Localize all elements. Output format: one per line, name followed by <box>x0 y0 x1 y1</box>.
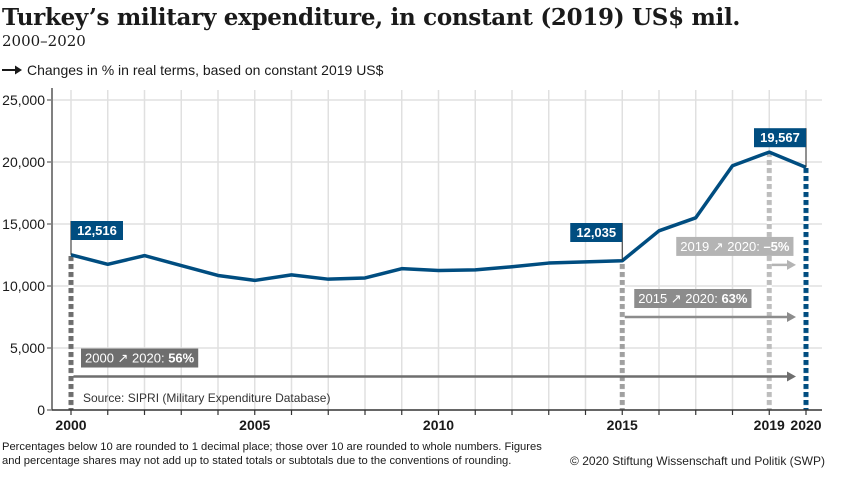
copyright: © 2020 Stiftung Wissenschaft und Politik… <box>570 454 825 468</box>
y-tick-label: 0 <box>37 402 45 418</box>
x-tick-label: 2000 <box>55 417 86 433</box>
chart-title: Turkey’s military expenditure, in consta… <box>2 4 741 31</box>
change-label: 2000 ↗ 2020: 56% <box>81 348 199 368</box>
x-tick-label: 2015 <box>607 417 638 433</box>
data-label-bg <box>71 221 123 240</box>
change-arrow-head <box>787 312 796 322</box>
line-chart: 0 5,000 10,000 15,000 20,000 25,000 2000 2005 20… <box>2 88 822 433</box>
x-tick-label: 2020 <box>790 417 821 433</box>
change-label-bg <box>81 348 199 368</box>
change-label-value: 63% <box>721 291 747 306</box>
change-label-bg <box>676 236 794 256</box>
data-label-2020: 19,567 <box>754 128 807 168</box>
data-label-bg <box>570 223 623 242</box>
hatch-markers <box>68 152 809 410</box>
y-tick-label: 20,000 <box>2 154 45 170</box>
hatch-marker-2000 <box>68 254 74 410</box>
data-label-text: 12,516 <box>77 223 117 238</box>
change-label-text: 2015 ↗ 2020: 63% <box>638 291 748 306</box>
data-label-2000: 12,516 <box>70 221 123 255</box>
y-tick-label: 10,000 <box>2 278 45 294</box>
legend-text: Changes in % in real terms, based on con… <box>27 62 384 78</box>
change-label-period: 2000 ↗ 2020: <box>85 351 168 366</box>
change-label-text: 2000 ↗ 2020: 56% <box>85 351 195 366</box>
y-tick-label: 25,000 <box>2 92 45 108</box>
change-label-text: 2019 ↗ 2020: –5% <box>680 239 790 254</box>
data-label-text: 19,567 <box>760 130 800 145</box>
y-tick-label: 5,000 <box>10 340 45 356</box>
change-label: 2015 ↗ 2020: 63% <box>634 289 752 308</box>
hatch-marker-2019 <box>766 152 772 410</box>
change-label-value: 56% <box>168 351 194 366</box>
arrow-right-icon <box>2 65 22 75</box>
change-arrow-head <box>787 371 796 382</box>
change-label-period: 2015 ↗ 2020: <box>638 291 721 306</box>
change-label-bg <box>634 289 752 308</box>
change-label-period: 2019 ↗ 2020: <box>680 239 763 254</box>
chart-subtitle: 2000–2020 <box>2 32 86 50</box>
footnote: Percentages below 10 are rounded to 1 de… <box>2 441 542 467</box>
x-tick-label: 2005 <box>239 417 270 433</box>
data-labels: 12,516 12,035 19,567 <box>70 128 807 261</box>
hatch-marker-2020 <box>803 167 809 410</box>
data-label-bg <box>754 128 806 148</box>
x-tick-label: 2019 <box>754 417 785 433</box>
legend: Changes in % in real terms, based on con… <box>2 62 383 78</box>
change-label: 2019 ↗ 2020: –5% <box>676 236 794 256</box>
source-note: Source: SIPRI (Military Expenditure Data… <box>83 391 330 405</box>
data-label-text: 12,035 <box>576 225 616 240</box>
change-annotations: 2000 ↗ 2020: 56% 2015 ↗ 2020: 63% 2019 ↗ 2… <box>73 236 796 382</box>
axes: 0 5,000 10,000 15,000 20,000 25,000 2000 2005 20… <box>2 88 822 433</box>
x-tick-label: 2010 <box>423 417 454 433</box>
data-label-2015: 12,035 <box>570 223 623 261</box>
change-label-value: –5% <box>763 239 789 254</box>
hatch-marker-2015 <box>619 260 625 410</box>
y-tick-label: 15,000 <box>2 216 45 232</box>
series <box>70 150 807 283</box>
change-arrow-head <box>787 259 796 270</box>
